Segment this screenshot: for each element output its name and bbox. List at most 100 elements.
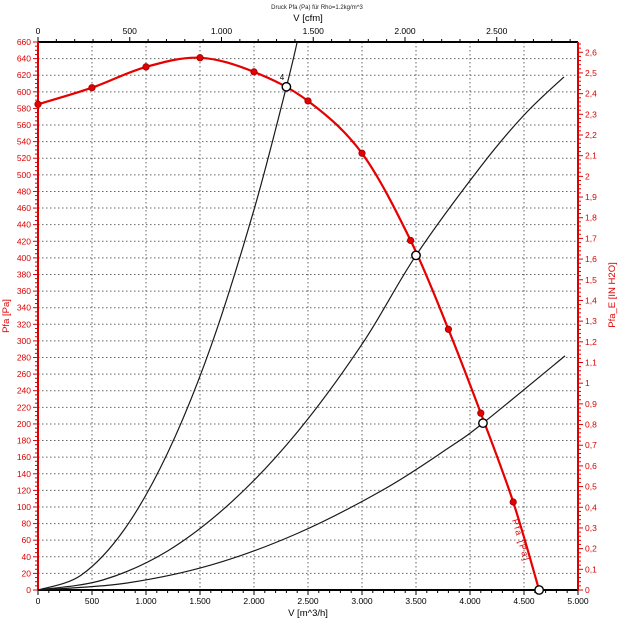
right-axis-label: Pfa_E [IN H2O] <box>607 262 618 327</box>
top-axis-tick-label: 1.000 <box>211 26 233 36</box>
left-axis-tick-label: 60 <box>22 535 32 545</box>
fan-curve-point <box>477 409 485 417</box>
right-axis-tick-label: 1,7 <box>585 233 597 243</box>
left-axis-tick-label: 180 <box>17 436 31 446</box>
operating-point <box>411 250 421 261</box>
operating-point-label-4: 4 <box>280 73 285 82</box>
left-axis-tick-label: 580 <box>17 103 31 113</box>
left-axis-tick-label: 120 <box>17 485 31 495</box>
bottom-axis-tick-label: 1.500 <box>189 596 211 606</box>
left-axis-tick-label: 420 <box>17 236 31 246</box>
left-axis-label: Pfa [Pa] <box>1 299 12 333</box>
right-axis-tick-label: 0 <box>585 585 590 595</box>
system_curve_shallow <box>37 355 566 591</box>
right-axis-tick-label: 0,8 <box>585 420 597 430</box>
right-axis-tick-label: 2,1 <box>585 151 597 161</box>
right-axis-tick-label: 1,3 <box>585 316 597 326</box>
top-axis-label: V [cfm] <box>293 13 323 24</box>
fan-curve-point <box>34 100 42 108</box>
left-axis-tick-label: 240 <box>17 386 31 396</box>
right-axis-tick-label: 2,5 <box>585 68 597 78</box>
top-axis-tick-label: 2.500 <box>486 26 508 36</box>
right-axis-tick-label: 0,5 <box>585 482 597 492</box>
bottom-axis-label: V [m^3/h] <box>288 608 328 619</box>
system_curve_steep <box>37 41 298 591</box>
left-axis-tick-label: 640 <box>17 54 31 64</box>
left-axis-tick-label: 100 <box>17 502 31 512</box>
fan-curve-inline-label: Pfa [Pa] <box>510 518 532 563</box>
left-axis-tick-label: 140 <box>17 469 31 479</box>
right-axis-tick-label: 0,6 <box>585 461 597 471</box>
left-axis-tick-label: 260 <box>17 369 31 379</box>
left-axis-tick-label: 400 <box>17 253 31 263</box>
chart-title: Druck Pfa (Pa) für Rho=1.2kg/m^3 <box>271 5 363 11</box>
left-axis-tick-label: 80 <box>22 519 32 529</box>
bottom-axis-tick-label: 5.000 <box>567 596 589 606</box>
right-axis-tick-label: 0,7 <box>585 440 597 450</box>
left-axis-tick-label: 540 <box>17 137 31 147</box>
right-axis-tick-label: 0,4 <box>585 502 597 512</box>
left-axis-tick-label: 160 <box>17 452 31 462</box>
bottom-axis-tick-label: 2.000 <box>243 596 265 606</box>
left-axis-tick-label: 360 <box>17 286 31 296</box>
fan-curve-point <box>142 63 150 71</box>
left-axis-tick-label: 620 <box>17 70 31 80</box>
left-axis-tick-label: 500 <box>17 170 31 180</box>
top-axis-tick-label: 1.500 <box>303 26 325 36</box>
left-axis-tick-label: 480 <box>17 186 31 196</box>
right-axis-tick-label: 2 <box>585 171 590 181</box>
right-axis-tick-label: 1,1 <box>585 357 597 367</box>
fan-curve-point <box>196 54 204 62</box>
left-axis-tick-label: 660 <box>17 37 31 47</box>
chart-render-root: 0 500 1.000 1.500 2.000 2.500 3.000 3.500 4.000 4… <box>17 26 597 606</box>
left-axis-tick-label: 200 <box>17 419 31 429</box>
left-axis-tick-label: 340 <box>17 303 31 313</box>
bottom-axis-tick-label: 0 <box>36 596 41 606</box>
right-axis-tick-label: 0,3 <box>585 523 597 533</box>
fan-curve-point <box>509 498 517 506</box>
fan-curve-point <box>304 97 312 105</box>
bottom-axis-tick-label: 3.000 <box>351 596 373 606</box>
fan-curve-point <box>444 325 452 333</box>
left-axis-tick-label: 20 <box>22 568 32 578</box>
operating-point <box>478 418 488 429</box>
right-axis-tick-label: 0,2 <box>585 544 597 554</box>
right-axis-tick-label: 2,6 <box>585 47 597 57</box>
right-axis-tick-label: 1,2 <box>585 337 597 347</box>
right-axis-tick-label: 2,3 <box>585 109 597 119</box>
left-axis-tick-label: 0 <box>26 585 31 595</box>
left-axis-tick-label: 300 <box>17 336 31 346</box>
left-axis-tick-label: 600 <box>17 87 31 97</box>
left-axis-tick-label: 440 <box>17 220 31 230</box>
left-axis-tick-label: 280 <box>17 353 31 363</box>
fan-curve-point <box>88 84 96 92</box>
left-axis-tick-label: 220 <box>17 402 31 412</box>
left-axis-tick-label: 560 <box>17 120 31 130</box>
system_curve_middle <box>37 76 565 591</box>
top-axis-tick-label: 500 <box>123 26 137 36</box>
right-axis-tick-label: 1,5 <box>585 275 597 285</box>
right-axis-tick-label: 1,8 <box>585 213 597 223</box>
bottom-axis-tick-label: 3.500 <box>405 596 427 606</box>
left-axis-tick-label: 320 <box>17 319 31 329</box>
bottom-axis-tick-label: 500 <box>85 596 99 606</box>
left-axis-tick-label: 520 <box>17 153 31 163</box>
right-axis-tick-label: 0,9 <box>585 399 597 409</box>
bottom-axis-tick-label: 4.500 <box>513 596 535 606</box>
top-axis-tick-label: 2.000 <box>394 26 416 36</box>
right-axis-tick-label: 1,4 <box>585 295 597 305</box>
fan-curve-point <box>406 236 415 245</box>
left-axis-tick-label: 40 <box>22 552 32 562</box>
operating-point <box>534 585 545 595</box>
right-axis-tick-label: 1 <box>585 378 590 388</box>
fan-curve <box>37 56 541 591</box>
operating-point <box>281 81 292 92</box>
bottom-axis-tick-label: 4.000 <box>459 596 481 606</box>
top-axis-tick-label: 0 <box>36 26 41 36</box>
bottom-axis-tick-label: 2.500 <box>297 596 319 606</box>
bottom-axis-tick-label: 1.000 <box>135 596 157 606</box>
right-axis-tick-label: 0,1 <box>585 564 597 574</box>
fan-curve-point <box>250 68 258 76</box>
